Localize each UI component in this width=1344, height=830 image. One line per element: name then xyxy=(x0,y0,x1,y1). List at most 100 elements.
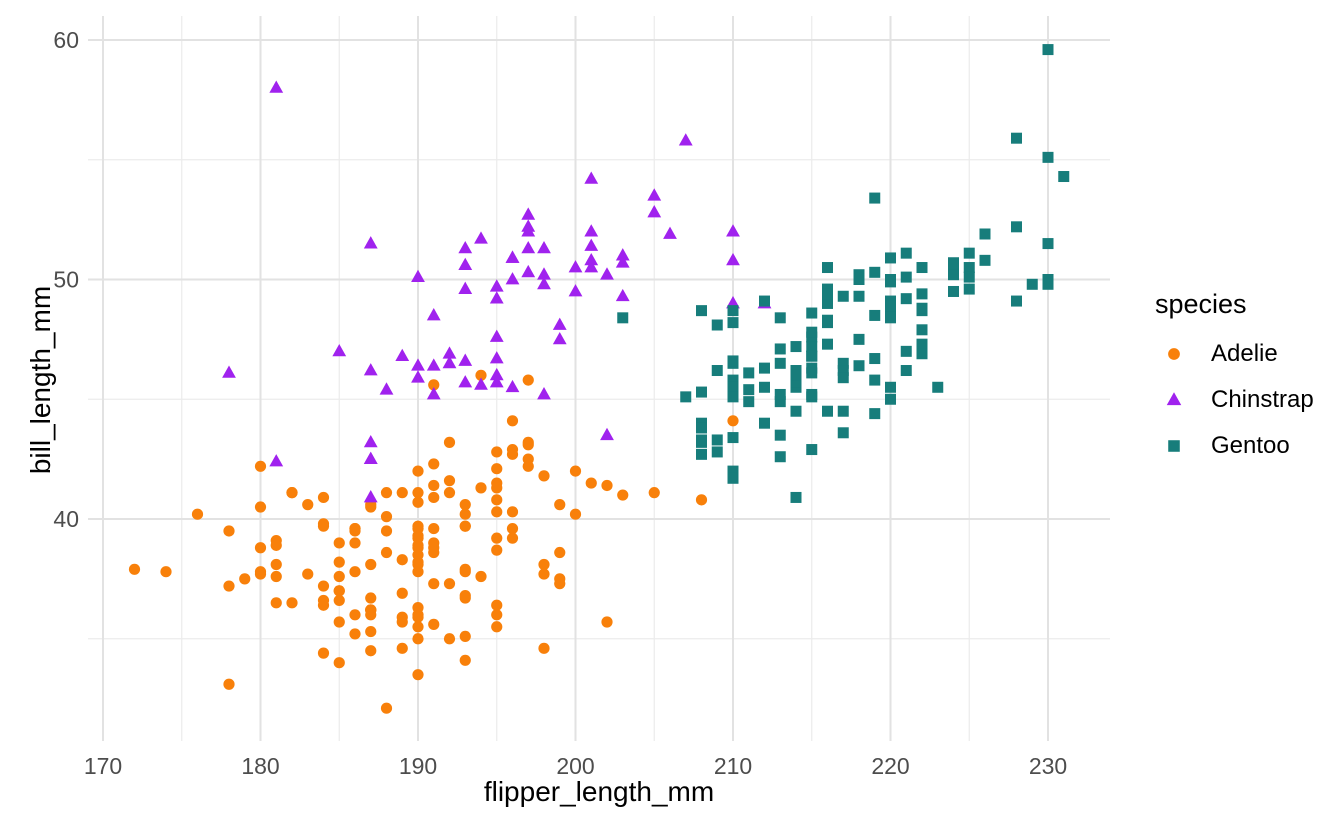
data-point-adelie xyxy=(538,642,550,654)
data-point-adelie xyxy=(333,585,345,597)
data-point-gentoo xyxy=(900,365,912,377)
legend-item-chinstrap: Chinstrap xyxy=(1155,377,1314,423)
x-axis-title: flipper_length_mm xyxy=(483,776,715,807)
data-point-adelie xyxy=(459,520,471,532)
data-point-adelie xyxy=(538,568,550,580)
data-point-adelie xyxy=(333,594,345,607)
data-point-adelie xyxy=(254,542,267,554)
data-point-adelie xyxy=(317,594,330,607)
data-point-adelie xyxy=(585,477,597,489)
data-point-chinstrap xyxy=(379,382,394,395)
data-point-adelie xyxy=(459,566,471,578)
data-point-chinstrap xyxy=(426,358,441,371)
data-point-adelie xyxy=(506,522,519,535)
data-point-adelie xyxy=(506,448,519,460)
data-point-gentoo xyxy=(759,417,770,429)
x-tick-label: 190 xyxy=(399,753,437,779)
data-point-gentoo xyxy=(885,309,896,321)
data-point-adelie xyxy=(412,633,424,645)
data-point-chinstrap xyxy=(521,207,536,220)
data-point-chinstrap xyxy=(442,346,457,359)
data-point-adelie xyxy=(443,436,456,448)
data-point-gentoo xyxy=(900,293,912,305)
data-point-gentoo xyxy=(948,285,959,297)
data-point-gentoo xyxy=(774,451,786,463)
data-point-gentoo xyxy=(774,312,786,324)
adelie-circle-icon xyxy=(1168,348,1180,360)
data-point-adelie xyxy=(380,511,393,523)
data-point-adelie xyxy=(365,645,377,657)
data-point-chinstrap xyxy=(584,224,599,237)
data-point-adelie xyxy=(317,491,330,504)
data-point-gentoo xyxy=(806,388,818,400)
data-point-adelie xyxy=(538,558,550,571)
data-point-adelie xyxy=(239,573,251,585)
data-point-gentoo xyxy=(743,384,755,396)
data-point-adelie xyxy=(428,479,440,492)
data-point-chinstrap xyxy=(363,434,378,448)
data-point-gentoo xyxy=(885,393,896,405)
data-point-gentoo xyxy=(822,338,833,350)
data-point-gentoo xyxy=(979,228,991,240)
data-point-chinstrap xyxy=(489,291,504,304)
data-point-adelie xyxy=(223,580,235,592)
data-point-adelie xyxy=(270,539,282,551)
data-point-adelie xyxy=(412,496,424,508)
data-point-chinstrap xyxy=(537,267,551,280)
data-point-adelie xyxy=(569,465,582,477)
data-point-gentoo xyxy=(853,333,865,345)
data-point-adelie xyxy=(412,621,424,633)
data-point-adelie xyxy=(443,475,456,487)
data-point-adelie xyxy=(428,618,440,630)
data-point-gentoo xyxy=(759,362,770,374)
data-point-adelie xyxy=(412,611,424,623)
data-point-gentoo xyxy=(774,343,786,355)
data-point-adelie xyxy=(333,570,345,583)
data-point-gentoo xyxy=(837,427,849,439)
data-point-adelie xyxy=(365,558,377,571)
data-point-gentoo xyxy=(963,271,975,283)
data-point-chinstrap xyxy=(678,133,693,146)
data-point-adelie xyxy=(475,369,487,381)
data-point-gentoo xyxy=(1042,278,1054,290)
data-point-chinstrap xyxy=(615,288,630,302)
data-point-gentoo xyxy=(853,290,865,302)
data-point-adelie xyxy=(428,537,440,549)
data-point-gentoo xyxy=(822,405,833,417)
y-tick-label: 50 xyxy=(53,267,79,293)
data-point-gentoo xyxy=(822,297,833,309)
data-point-adelie xyxy=(727,415,739,427)
data-point-chinstrap xyxy=(411,358,425,371)
data-point-gentoo xyxy=(822,288,833,300)
data-point-gentoo xyxy=(1011,132,1022,144)
data-point-adelie xyxy=(160,566,172,578)
data-point-adelie xyxy=(443,633,456,645)
data-point-adelie xyxy=(459,590,471,602)
legend-title: species xyxy=(1155,289,1247,319)
x-tick-label: 230 xyxy=(1029,753,1067,779)
data-point-adelie xyxy=(428,522,440,535)
data-point-gentoo xyxy=(900,271,912,283)
series-chinstrap xyxy=(222,80,772,503)
series-adelie xyxy=(128,369,739,714)
data-point-adelie xyxy=(491,621,503,633)
data-point-adelie xyxy=(601,479,613,492)
data-point-adelie xyxy=(491,446,503,458)
data-point-chinstrap xyxy=(663,226,677,239)
data-point-adelie xyxy=(412,566,424,578)
data-point-adelie xyxy=(380,702,393,714)
x-tick-label: 170 xyxy=(84,753,122,779)
data-point-gentoo xyxy=(963,247,975,259)
data-point-gentoo xyxy=(885,381,896,393)
data-point-chinstrap xyxy=(552,331,567,345)
data-point-gentoo xyxy=(837,290,849,302)
data-point-adelie xyxy=(491,506,503,518)
data-point-chinstrap xyxy=(395,348,410,362)
data-point-adelie xyxy=(396,587,408,599)
data-point-gentoo xyxy=(869,408,881,420)
data-point-chinstrap xyxy=(537,276,551,290)
data-point-gentoo xyxy=(1011,295,1022,307)
data-point-adelie xyxy=(412,532,424,544)
data-point-gentoo xyxy=(696,448,707,460)
